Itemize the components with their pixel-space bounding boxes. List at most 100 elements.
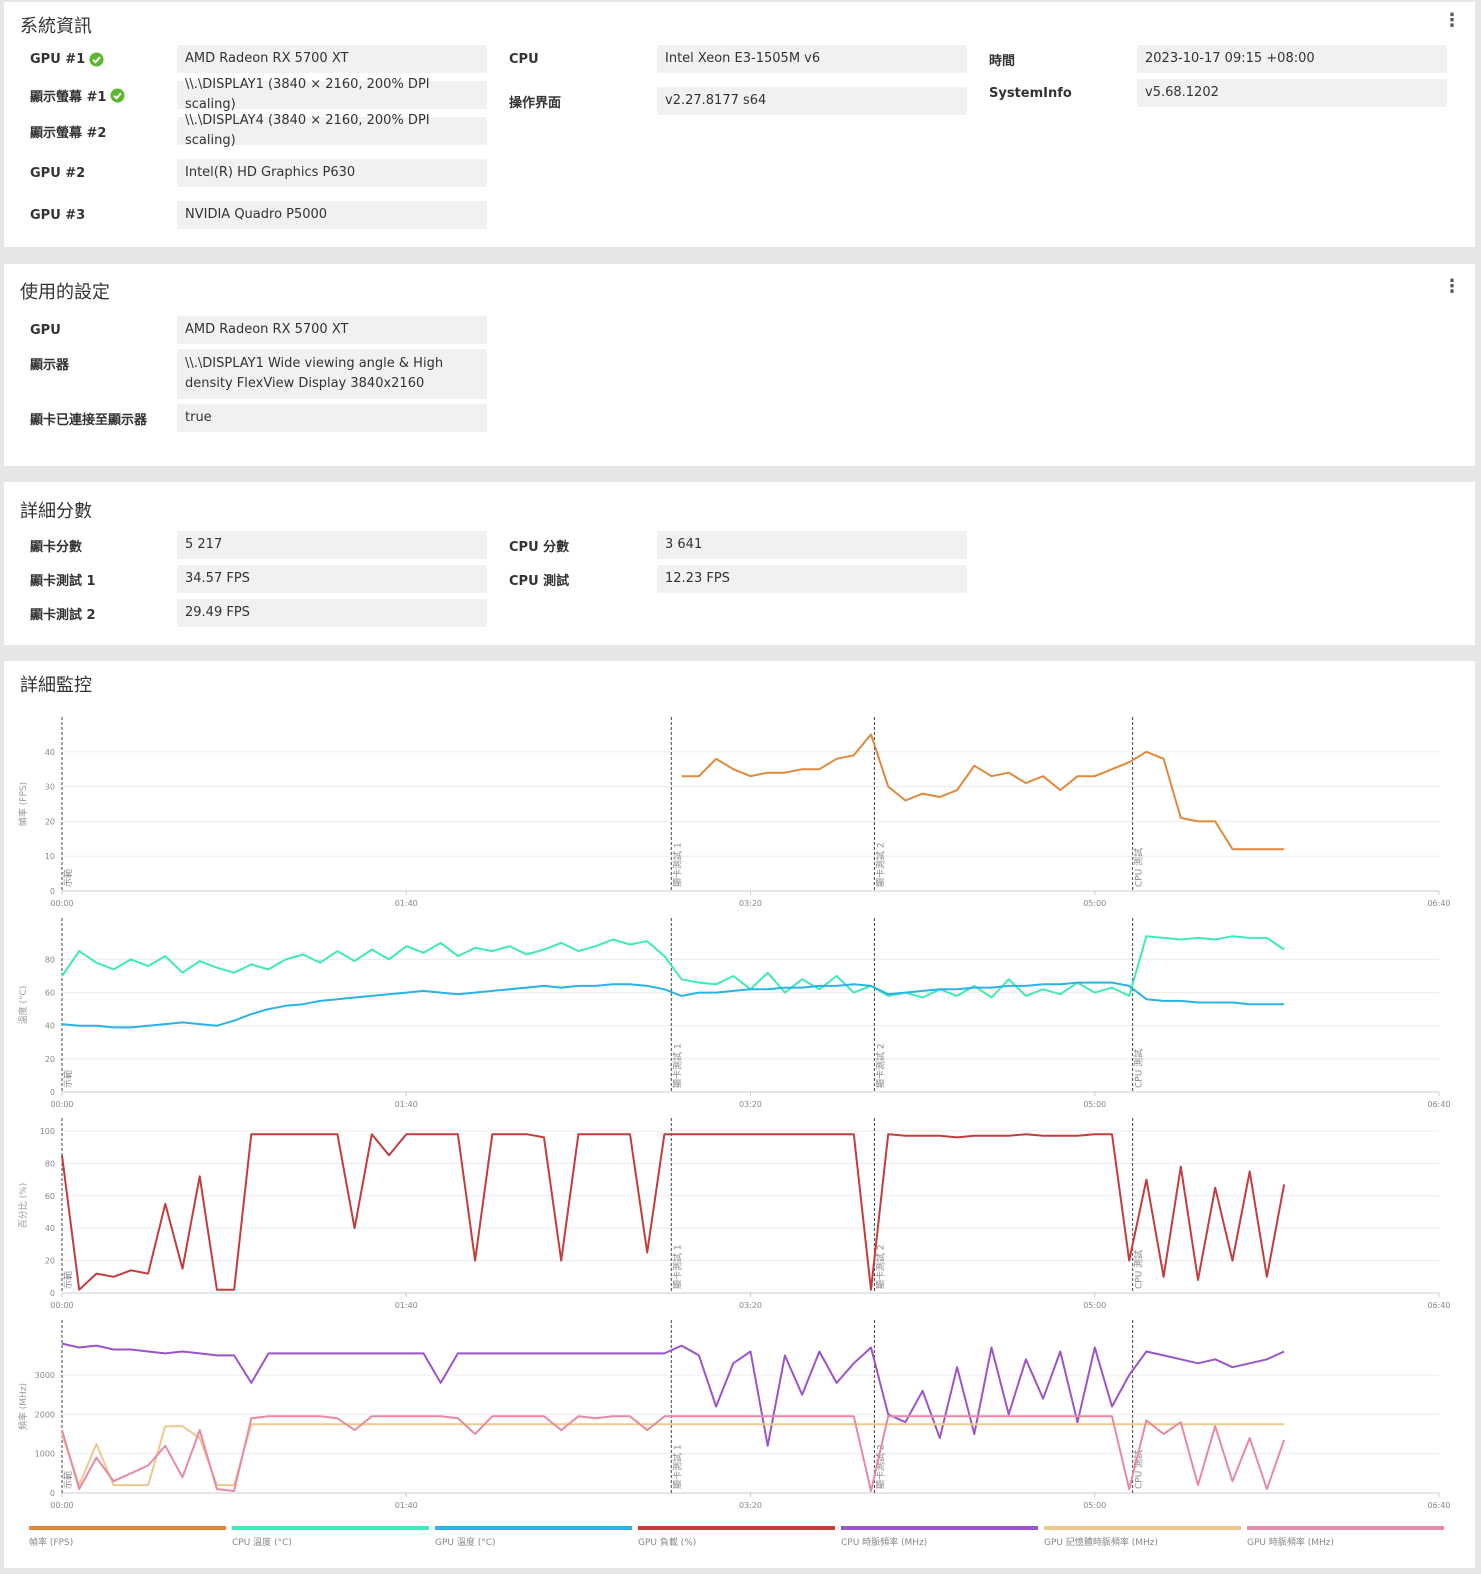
event-label: 示範 <box>62 1471 74 1489</box>
y-tick-label: 3000 <box>35 1371 55 1380</box>
y-tick-label: 0 <box>50 887 55 896</box>
field-label: 顯卡測試 1 <box>30 565 96 593</box>
event-label: 顯卡測試 1 <box>671 1043 683 1088</box>
legend-swatch <box>29 1526 226 1530</box>
x-tick-label: 00:00 <box>50 899 73 908</box>
card-title: 詳細監控 <box>20 675 92 696</box>
y-tick-label: 0 <box>50 1088 55 1097</box>
series-line <box>61 1342 1285 1447</box>
field-label: 顯示螢幕 #1 <box>30 81 125 109</box>
legend-label: CPU 溫度 (°C) <box>232 1536 292 1548</box>
label-text: 操作界面 <box>509 95 562 111</box>
y-tick-label: 40 <box>45 1022 55 1031</box>
x-tick-label: 03:20 <box>739 1301 762 1310</box>
x-tick-label: 01:40 <box>395 1301 418 1310</box>
legend-swatch <box>638 1526 835 1530</box>
series-line <box>61 1133 1286 1291</box>
y-tick-label: 40 <box>45 748 55 757</box>
field-value: v5.68.1202 <box>1137 79 1447 107</box>
series-line <box>61 935 1285 999</box>
label-text: CPU 分數 <box>509 539 570 555</box>
check-icon <box>89 52 104 66</box>
label-text: GPU #3 <box>30 207 86 223</box>
label-text: 顯卡分數 <box>30 539 83 555</box>
field-value: \\.\DISPLAY4 (3840 × 2160, 200% DPI scal… <box>177 113 487 148</box>
y-tick-label: 100 <box>40 1127 55 1136</box>
check-icon <box>110 88 125 102</box>
event-label: CPU 測試 <box>1133 1049 1145 1088</box>
menu-button[interactable]: ⋮ <box>1443 10 1461 31</box>
y-tick-label: 1000 <box>35 1450 55 1459</box>
label-text: SystemInfo <box>989 85 1072 101</box>
legend-label: CPU 時脈頻率 (MHz) <box>841 1536 927 1548</box>
y-tick-label: 40 <box>45 1224 55 1233</box>
x-tick-label: 00:00 <box>50 1100 73 1109</box>
y-tick-label: 2000 <box>35 1410 55 1419</box>
x-tick-label: 06:40 <box>1427 1100 1450 1109</box>
field-value: 12.23 FPS <box>657 565 967 593</box>
y-tick-label: 10 <box>45 852 55 861</box>
series-line <box>61 1415 1286 1492</box>
field-value: NVIDIA Quadro P5000 <box>177 201 487 229</box>
field-value: 2023-10-17 09:15 +08:00 <box>1137 45 1447 73</box>
field-value: Intel(R) HD Graphics P630 <box>177 159 487 187</box>
x-tick-label: 06:40 <box>1427 1301 1450 1310</box>
field-value: 29.49 FPS <box>177 599 487 627</box>
legend-label: GPU 溫度 (°C) <box>435 1536 496 1548</box>
y-tick-label: 30 <box>45 783 55 792</box>
event-label: 顯卡測試 2 <box>874 1043 886 1088</box>
event-label: 顯卡測試 2 <box>874 1444 886 1489</box>
event-label: 示範 <box>62 1271 74 1289</box>
legend-label: 幀率 (FPS) <box>29 1536 73 1548</box>
event-label: 示範 <box>62 869 74 887</box>
y-tick-label: 20 <box>45 1257 55 1266</box>
legend-label: GPU 記憶體時脈頻率 (MHz) <box>1044 1536 1158 1548</box>
x-tick-label: 01:40 <box>395 1100 418 1109</box>
field-value: 34.57 FPS <box>177 565 487 593</box>
field-value: true <box>177 404 487 432</box>
x-tick-label: 00:00 <box>50 1301 73 1310</box>
y-axis-title: 頻率 (MHz) <box>17 1383 29 1430</box>
field-label: 操作界面 <box>509 87 561 115</box>
field-label: 顯卡已連接至顯示器 <box>30 404 147 432</box>
x-tick-label: 00:00 <box>50 1501 73 1510</box>
label-text: 顯示器 <box>30 357 70 373</box>
legend-label: GPU 時脈頻率 (MHz) <box>1247 1536 1334 1548</box>
event-label: 顯卡測試 1 <box>671 1244 683 1289</box>
y-tick-label: 60 <box>45 1192 55 1201</box>
x-tick-label: 06:40 <box>1427 1501 1450 1510</box>
field-label: GPU #1 <box>30 45 104 73</box>
x-tick-label: 05:00 <box>1083 1301 1106 1310</box>
y-tick-label: 60 <box>45 989 55 998</box>
event-label: CPU 測試 <box>1133 1250 1145 1289</box>
field-value: AMD Radeon RX 5700 XT <box>177 45 487 73</box>
y-axis-title: 溫度 (°C) <box>17 986 29 1025</box>
legend-label: GPU 負載 (%) <box>638 1536 696 1548</box>
label-text: GPU #2 <box>30 165 86 181</box>
menu-button[interactable]: ⋮ <box>1443 276 1461 297</box>
field-value: v2.27.8177 s64 <box>657 87 967 115</box>
event-label: 顯卡測試 1 <box>671 1444 683 1489</box>
field-value: \\.\DISPLAY1 (3840 × 2160, 200% DPI scal… <box>177 77 487 112</box>
legend-swatch <box>841 1526 1038 1530</box>
event-label: 示範 <box>62 1070 74 1088</box>
legend-swatch <box>1044 1526 1241 1530</box>
x-tick-label: 06:40 <box>1427 899 1450 908</box>
field-value: Intel Xeon E3-1505M v6 <box>657 45 967 73</box>
field-label: SystemInfo <box>989 79 1072 107</box>
field-value: 5 217 <box>177 531 487 559</box>
x-tick-label: 05:00 <box>1083 1501 1106 1510</box>
y-tick-label: 20 <box>45 1055 55 1064</box>
event-label: 顯卡測試 2 <box>874 842 886 887</box>
x-tick-label: 03:20 <box>739 1100 762 1109</box>
y-axis-title: 幀率 (FPS) <box>17 782 29 826</box>
series-line <box>681 733 1285 851</box>
legend-swatch <box>1247 1526 1444 1530</box>
field-value: AMD Radeon RX 5700 XT <box>177 316 487 344</box>
field-value: 3 641 <box>657 531 967 559</box>
card-title: 使用的設定 <box>20 282 110 303</box>
label-text: 顯示螢幕 #2 <box>30 125 107 141</box>
label-text: 顯卡測試 1 <box>30 573 96 589</box>
y-tick-label: 20 <box>45 817 55 826</box>
